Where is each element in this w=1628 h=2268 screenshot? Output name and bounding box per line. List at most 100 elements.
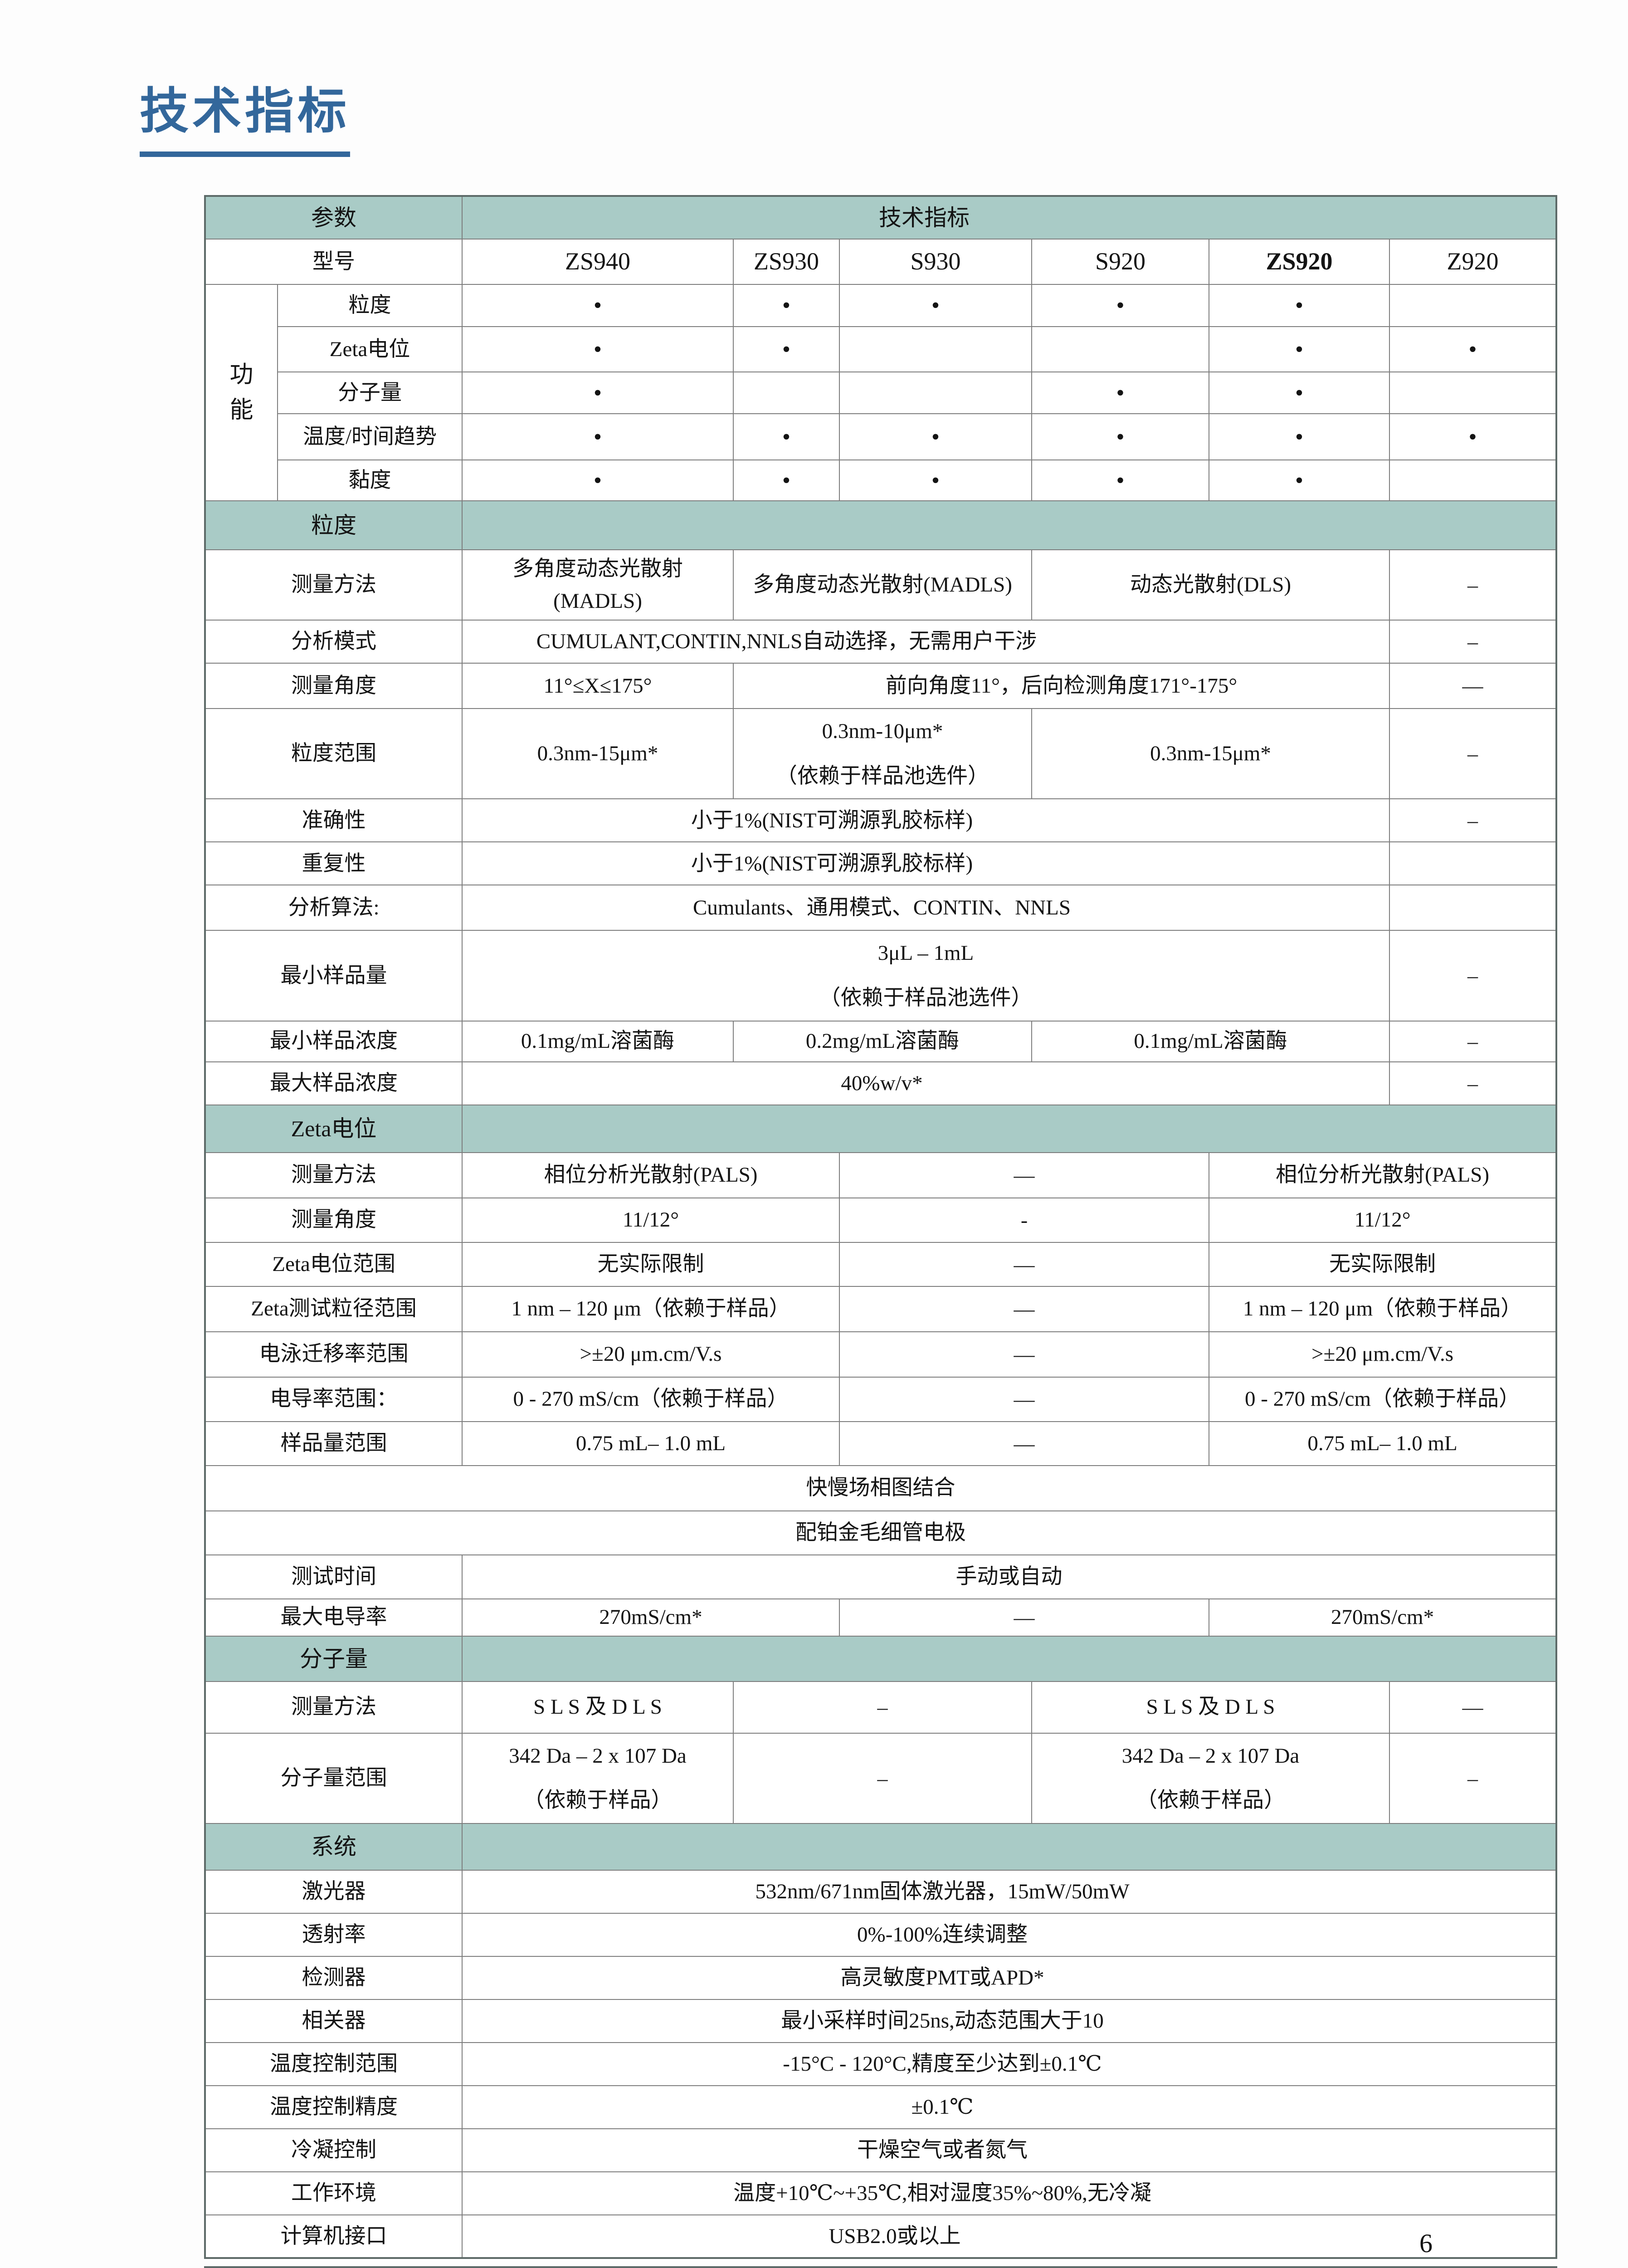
feature-dot-cell: • — [462, 371, 734, 414]
value-cell — [1389, 459, 1557, 501]
table-row: 参数 技术指标 — [205, 196, 1557, 240]
table-row: 温度/时间趋势 • • • • • • — [205, 413, 1557, 460]
row-label-cell: 测量方法 — [205, 549, 463, 621]
table-row: 冷凝控制 干燥空气或者氮气 — [205, 2128, 1557, 2173]
feature-dot-cell: • — [1389, 326, 1557, 372]
table-row: 样品量范围 0.75 mL– 1.0 mL —0.75 mL– 1.0 mL — [205, 1421, 1557, 1466]
value-cell: 342 Da – 2 x 107 Da （依赖于样品） — [1031, 1732, 1390, 1824]
not-available-dash-cell: – — [1389, 1732, 1557, 1824]
row-label-cell: 测量角度 — [205, 663, 463, 709]
section-header-cell — [461, 500, 1557, 550]
table-row: Zeta电位 • • • • — [205, 326, 1557, 372]
not-available-dash-cell: — — [839, 1286, 1209, 1332]
feature-dot-cell: • — [733, 459, 840, 501]
model-name-cell: ZS940 — [462, 239, 734, 285]
table-row: 分析模式 CUMULANT,CONTIN,NNLS自动选择，无需用户干涉 – — [205, 620, 1557, 664]
not-available-dash-cell: – — [1389, 798, 1557, 843]
value-cell: 40%w/v* — [462, 1061, 1390, 1105]
value-cell: 0%-100%连续调整 — [461, 1913, 1557, 1957]
row-label-cell: 最大电导率 — [205, 1598, 463, 1637]
table-row: 电泳迁移率范围 >±20 μm.cm/V.s — >±20 μm.cm/V.s — [205, 1331, 1557, 1378]
feature-dot-cell: • — [733, 284, 840, 327]
feature-dot-cell: • — [1209, 326, 1390, 372]
row-label-cell: 相关器 — [205, 1999, 463, 2043]
row-label-cell: 重复性 — [205, 841, 463, 886]
not-available-dash-cell: – — [1389, 708, 1557, 800]
value-cell: 11/12° — [462, 1197, 840, 1243]
value-cell: 多角度动态光散射(MADLS) — [733, 549, 1032, 621]
feature-dot-cell: • — [1209, 371, 1390, 414]
page-number: 6 — [1419, 2229, 1433, 2258]
table-row: 分子量范围 342 Da – 2 x 107 Da （依赖于样品） –342 Da … — [205, 1732, 1557, 1824]
value-cell — [1389, 841, 1557, 886]
table-row: 最大样品浓度 40%w/v* – — [205, 1061, 1557, 1105]
value-cell: 高灵敏度PMT或APD* — [461, 1956, 1557, 2000]
value-cell: 1 nm – 120 μm（依赖于样品） — [1208, 1286, 1557, 1332]
feature-dot-cell: • — [1031, 459, 1209, 501]
not-available-dash-cell: — — [839, 1421, 1209, 1466]
table-row: 黏度 • • • • • — [205, 459, 1557, 501]
row-label-cell: Zeta测试粒径范围 — [205, 1286, 463, 1332]
value-cell: 前向角度11°，后向检测角度171°-175° — [733, 663, 1390, 709]
row-label-cell: 分子量范围 — [205, 1732, 463, 1824]
value-cell: 532nm/671nm固体激光器，15mW/50mW — [461, 1870, 1557, 1914]
table-row: 最小样品量 3μL – 1mL （依赖于样品池选件） – — [205, 930, 1557, 1022]
not-available-dash-cell: — — [839, 1598, 1209, 1637]
row-label-cell: 激光器 — [205, 1870, 463, 1914]
feature-dot-cell: • — [839, 284, 1032, 327]
section-header-cell: 参数 — [205, 196, 463, 240]
not-available-dash-cell: – — [733, 1732, 1032, 1824]
section-header-cell: 分子量 — [205, 1635, 463, 1682]
value-cell: USB2.0或以上 — [461, 2214, 1557, 2259]
row-label-cell: 检测器 — [205, 1956, 463, 2000]
table-row: 准确性 小于1%(NIST可溯源乳胶标样) – — [205, 798, 1557, 843]
value-cell: 最小采样时间25ns,动态范围大于10 — [461, 1999, 1557, 2043]
page-title: 技术指标 — [140, 72, 351, 157]
value-cell: 11°≤X≤175° — [462, 663, 734, 709]
row-label-cell: 最小样品浓度 — [205, 1020, 463, 1062]
model-name-cell: ZS920 — [1209, 239, 1390, 285]
value-cell: ±0.1℃ — [461, 2085, 1557, 2130]
not-available-dash-cell: – — [1389, 1061, 1557, 1105]
value-cell: 0.75 mL– 1.0 mL — [1208, 1421, 1557, 1466]
table-row: 系统 — [205, 1823, 1557, 1871]
table-row: 型号 ZS940 ZS930 S930 S920 ZS920 Z920 — [205, 239, 1557, 285]
value-cell: 0 - 270 mS/cm（依赖于样品） — [1208, 1376, 1557, 1422]
value-cell — [1389, 284, 1557, 327]
row-label-cell: 快慢场相图结合 — [204, 1465, 1557, 1511]
row-label-cell: 分子量 — [277, 371, 463, 414]
not-available-dash-cell: — — [1389, 1681, 1557, 1734]
not-available-dash-cell: — — [839, 1152, 1209, 1198]
table-row: 重复性 小于1%(NIST可溯源乳胶标样) — [205, 841, 1557, 886]
section-header-cell — [461, 1635, 1557, 1682]
value-cell: >±20 μm.cm/V.s — [462, 1331, 840, 1378]
feature-dot-cell: • — [1389, 413, 1557, 460]
value-cell: 小于1%(NIST可溯源乳胶标样) — [462, 798, 1390, 843]
main-spec-table: 参数 技术指标 型号 ZS940 ZS930 S930 S920 ZS920 Z920 功 能粒度… — [204, 195, 1558, 2259]
not-available-dash-cell: – — [1389, 549, 1557, 621]
table-row: 激光器 532nm/671nm固体激光器，15mW/50mW — [205, 1870, 1557, 1914]
section-header-cell: 系统 — [205, 1823, 463, 1871]
value-cell — [839, 371, 1032, 414]
feature-dot-cell: • — [462, 413, 734, 460]
value-cell: 342 Da – 2 x 107 Da （依赖于样品） — [462, 1732, 734, 1824]
row-label-cell: 准确性 — [205, 798, 463, 843]
section-header-cell — [461, 1823, 1557, 1871]
feature-dot-cell: • — [839, 413, 1032, 460]
row-label-cell: 测量角度 — [205, 1197, 463, 1243]
feature-dot-cell: • — [1031, 413, 1209, 460]
feature-dot-cell: • — [1209, 284, 1390, 327]
value-cell: 0.3nm-10μm* （依赖于样品池选件） — [733, 708, 1032, 800]
value-cell: 0.2mg/mL溶菌酶 — [733, 1020, 1032, 1062]
model-name-cell: S930 — [839, 239, 1032, 285]
section-header-cell: Zeta电位 — [205, 1104, 463, 1153]
section-header-cell: 粒度 — [205, 500, 463, 550]
value-cell — [1389, 885, 1557, 931]
value-cell — [1389, 371, 1557, 414]
row-label-cell: 工作环境 — [205, 2171, 463, 2216]
table-row: 分析算法: Cumulants、通用模式、CONTIN、NNLS — [205, 885, 1557, 931]
value-cell: 多角度动态光散射 (MADLS) — [462, 549, 734, 621]
value-cell: 0.75 mL– 1.0 mL — [462, 1421, 840, 1466]
value-cell: 0.1mg/mL溶菌酶 — [1031, 1020, 1390, 1062]
